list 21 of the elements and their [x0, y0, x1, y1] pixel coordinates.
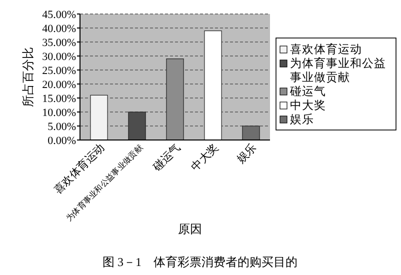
y-axis-title: 所占百分比 — [21, 47, 35, 107]
x-tick-label: 中大奖 — [188, 140, 222, 174]
y-tick-label: 30.00% — [42, 51, 76, 63]
legend-label: 为体育事业和公益事业做贡献 — [290, 56, 386, 84]
y-tick-label: 20.00% — [42, 79, 76, 91]
legend-label: 喜欢体育运动 — [290, 42, 362, 56]
legend-label: 中大奖 — [290, 99, 326, 112]
y-tick-label: 10.00% — [42, 107, 76, 119]
y-tick-label: 45.00% — [42, 9, 76, 21]
y-tick-label: 5.00% — [48, 121, 76, 133]
x-tick-label: 娱乐 — [234, 140, 260, 166]
legend-label: 碰运气 — [289, 85, 326, 98]
legend-label: 娱乐 — [290, 113, 314, 126]
y-tick-label: 0.00% — [48, 135, 76, 147]
y-tick-label: 40.00% — [42, 23, 76, 35]
x-axis-title: 原因 — [178, 222, 202, 236]
caption: 图 3－1 体育彩票消费者的购买目的 — [102, 255, 298, 269]
y-tick-label: 15.00% — [42, 93, 76, 105]
y-tick-label: 35.00% — [42, 37, 76, 49]
x-tick-label: 碰运气 — [150, 140, 184, 174]
y-tick-label: 25.00% — [42, 65, 76, 77]
